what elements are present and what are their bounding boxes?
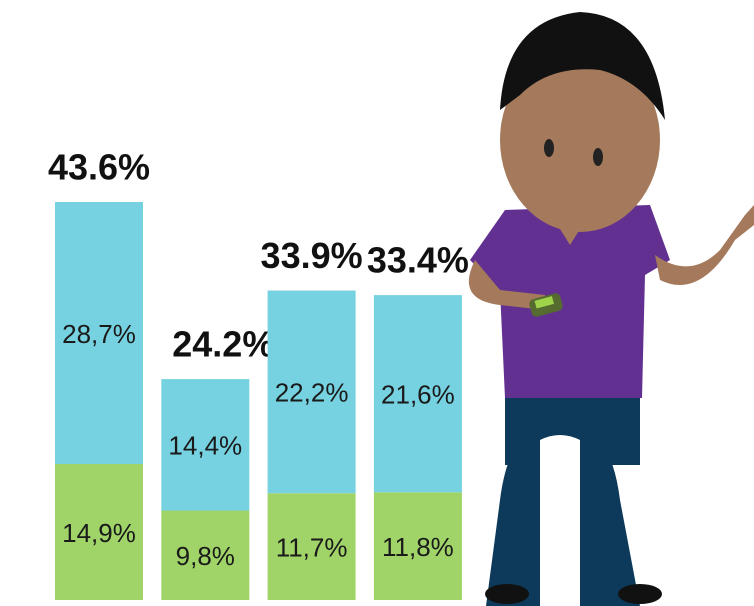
segment-label: 11,7% <box>276 532 348 562</box>
total-label: 43.6% <box>48 147 150 188</box>
total-label: 33.4% <box>367 240 469 281</box>
character-illustration <box>469 12 754 606</box>
segment-label: 28,7% <box>62 319 136 349</box>
total-label: 24.2% <box>172 324 274 365</box>
chart: 14,9% 28,7% 43.6% 9,8% 14,4% 24.2% 11,7% 22,2% 3… <box>0 0 754 606</box>
segment-label: 14,9% <box>62 518 136 548</box>
segment-label: 21,6% <box>381 380 455 410</box>
total-label: 33.9% <box>261 235 363 276</box>
segment-label: 9,8% <box>176 541 235 571</box>
page: {"chart_data": {"type": "bar", "stacked"… <box>0 0 754 606</box>
segment-label: 11,8% <box>382 532 454 562</box>
segment-label: 22,2% <box>275 378 349 408</box>
segment-label: 14,4% <box>168 431 242 461</box>
